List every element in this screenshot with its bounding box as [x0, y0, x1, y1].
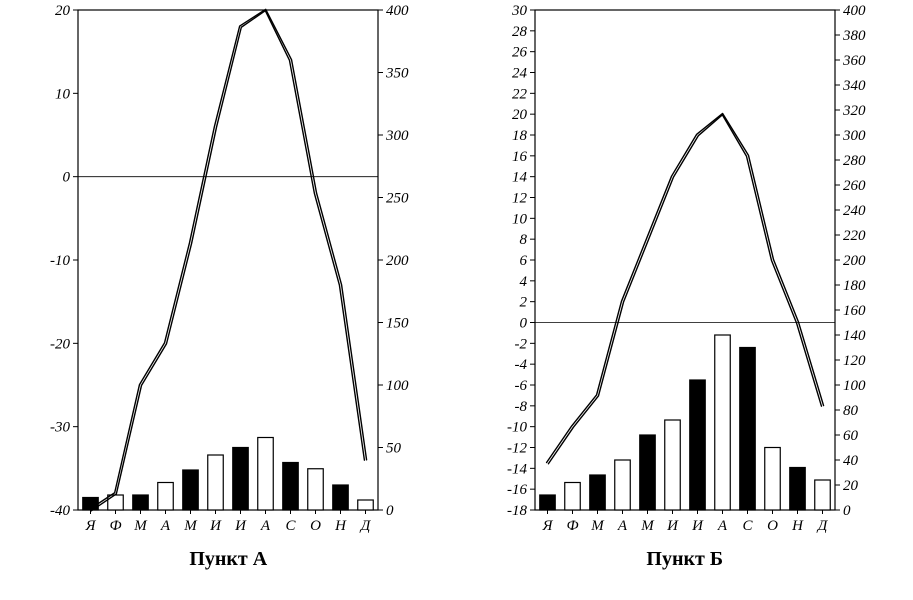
svg-text:160: 160 [843, 303, 866, 319]
svg-text:Ф: Ф [110, 518, 122, 534]
climograph-a: -40-30-20-100102005010015020025030035040… [28, 0, 428, 540]
svg-text:Д: Д [359, 518, 372, 534]
svg-text:4: 4 [519, 274, 527, 290]
svg-text:О: О [310, 518, 321, 534]
svg-text:8: 8 [519, 232, 527, 248]
svg-text:14: 14 [512, 170, 528, 186]
panel-a: -40-30-20-100102005010015020025030035040… [28, 0, 428, 571]
svg-text:-10: -10 [50, 253, 70, 269]
chart-container: -40-30-20-100102005010015020025030035040… [0, 0, 913, 600]
svg-text:360: 360 [842, 53, 866, 69]
svg-text:-4: -4 [514, 357, 527, 373]
svg-text:120: 120 [843, 353, 866, 369]
svg-text:Д: Д [815, 518, 828, 534]
svg-text:10: 10 [55, 86, 71, 102]
svg-text:26: 26 [512, 45, 528, 61]
svg-text:30: 30 [511, 3, 528, 19]
svg-text:Ф: Ф [566, 518, 578, 534]
svg-text:С: С [286, 518, 297, 534]
svg-text:280: 280 [843, 153, 866, 169]
svg-text:И: И [666, 518, 679, 534]
svg-text:И: И [691, 518, 704, 534]
svg-text:А: А [617, 518, 628, 534]
svg-text:-8: -8 [514, 399, 527, 415]
svg-text:20: 20 [55, 3, 71, 19]
svg-text:6: 6 [519, 253, 527, 269]
svg-text:М: М [134, 518, 149, 534]
svg-text:24: 24 [512, 66, 528, 82]
svg-text:180: 180 [843, 278, 866, 294]
svg-text:60: 60 [843, 428, 859, 444]
svg-text:12: 12 [512, 191, 528, 207]
svg-text:300: 300 [842, 128, 866, 144]
svg-text:350: 350 [385, 66, 409, 82]
svg-text:-30: -30 [50, 420, 70, 436]
svg-text:40: 40 [843, 453, 859, 469]
svg-text:-10: -10 [507, 420, 527, 436]
svg-text:2: 2 [519, 295, 527, 311]
svg-text:240: 240 [843, 203, 866, 219]
svg-text:А: А [717, 518, 728, 534]
svg-text:380: 380 [842, 28, 866, 44]
svg-text:20: 20 [512, 107, 528, 123]
svg-text:-18: -18 [507, 503, 527, 519]
svg-text:-12: -12 [507, 441, 527, 457]
svg-text:18: 18 [512, 128, 528, 144]
svg-text:20: 20 [843, 478, 859, 494]
svg-text:А: А [260, 518, 271, 534]
caption-b: Пункт Б [646, 548, 723, 571]
climograph-b: -18-16-14-12-10-8-6-4-202468101214161820… [485, 0, 885, 540]
svg-text:200: 200 [386, 253, 409, 269]
svg-text:Н: Н [334, 518, 347, 534]
svg-text:0: 0 [63, 170, 71, 186]
svg-text:0: 0 [519, 316, 527, 332]
svg-text:28: 28 [512, 24, 528, 40]
svg-text:-6: -6 [514, 378, 527, 394]
svg-text:О: О [767, 518, 778, 534]
svg-text:А: А [160, 518, 171, 534]
svg-text:Я: Я [541, 518, 553, 534]
svg-text:100: 100 [386, 378, 409, 394]
svg-text:И: И [234, 518, 247, 534]
svg-text:-20: -20 [50, 336, 70, 352]
svg-text:50: 50 [386, 441, 402, 457]
svg-text:-40: -40 [50, 503, 70, 519]
svg-text:150: 150 [386, 316, 409, 332]
svg-text:250: 250 [386, 191, 409, 207]
svg-text:340: 340 [842, 78, 866, 94]
svg-text:Я: Я [85, 518, 97, 534]
svg-text:-2: -2 [514, 336, 527, 352]
svg-text:140: 140 [843, 328, 866, 344]
svg-text:16: 16 [512, 149, 528, 165]
svg-text:С: С [742, 518, 753, 534]
svg-text:400: 400 [386, 3, 409, 19]
svg-text:М: М [640, 518, 655, 534]
svg-text:-16: -16 [507, 482, 527, 498]
svg-text:260: 260 [843, 178, 866, 194]
svg-text:И: И [209, 518, 222, 534]
svg-text:-14: -14 [507, 461, 527, 477]
svg-text:0: 0 [843, 503, 851, 519]
svg-text:220: 220 [843, 228, 866, 244]
svg-text:400: 400 [843, 3, 866, 19]
svg-text:М: М [590, 518, 605, 534]
svg-text:80: 80 [843, 403, 859, 419]
svg-text:22: 22 [512, 86, 528, 102]
svg-text:Н: Н [791, 518, 804, 534]
panel-b: -18-16-14-12-10-8-6-4-202468101214161820… [485, 0, 885, 571]
svg-text:100: 100 [843, 378, 866, 394]
svg-text:200: 200 [843, 253, 866, 269]
svg-text:300: 300 [385, 128, 409, 144]
svg-text:320: 320 [842, 103, 866, 119]
svg-text:М: М [184, 518, 199, 534]
svg-text:0: 0 [386, 503, 394, 519]
svg-text:10: 10 [512, 211, 528, 227]
caption-a: Пункт А [189, 548, 267, 571]
